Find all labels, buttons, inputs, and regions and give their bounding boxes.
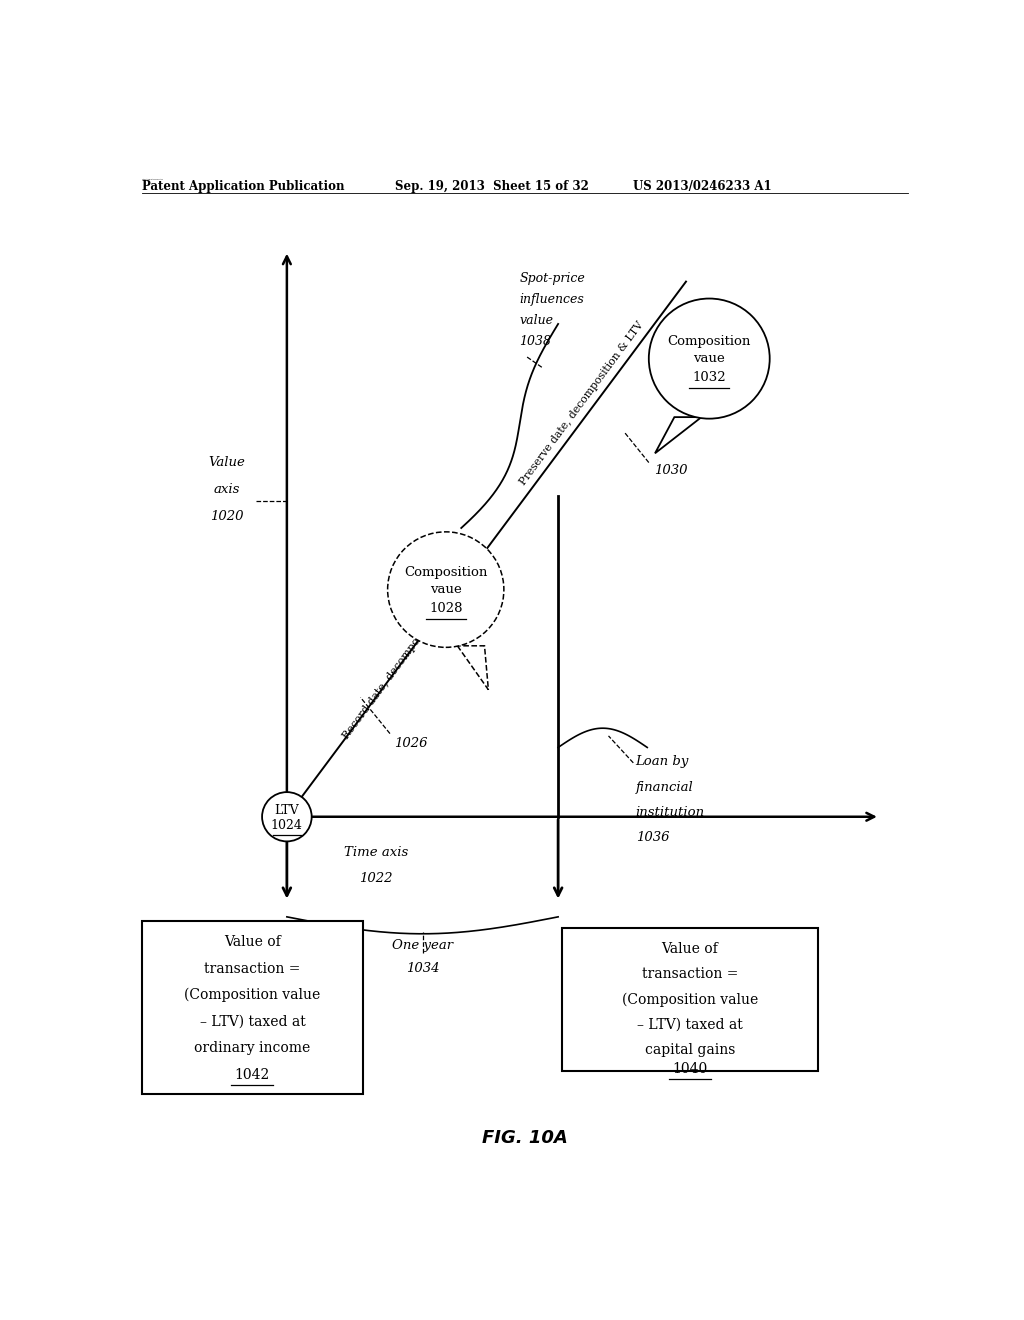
Polygon shape [458, 645, 488, 689]
Text: institution: institution [636, 807, 705, 818]
Circle shape [262, 792, 311, 841]
Text: Spot-price: Spot-price [519, 272, 585, 285]
Text: value: value [519, 314, 553, 327]
Text: 1026: 1026 [394, 737, 428, 750]
Text: transaction =: transaction = [204, 962, 301, 975]
Text: Value of: Value of [662, 942, 718, 956]
Text: financial: financial [636, 780, 693, 793]
Text: 1028: 1028 [429, 602, 463, 615]
Text: 1036: 1036 [636, 832, 669, 845]
Text: US 2013/0246233 A1: US 2013/0246233 A1 [633, 180, 772, 193]
Text: Patent Application Publication: Patent Application Publication [142, 180, 344, 193]
Text: capital gains: capital gains [645, 1043, 735, 1057]
FancyBboxPatch shape [142, 921, 362, 1094]
Text: vaue: vaue [693, 352, 725, 366]
Text: Sep. 19, 2013  Sheet 15 of 32: Sep. 19, 2013 Sheet 15 of 32 [395, 180, 589, 193]
Text: Composition: Composition [668, 335, 751, 348]
Text: 1034: 1034 [406, 962, 439, 975]
Text: LTV: LTV [274, 804, 299, 817]
Text: Time axis: Time axis [344, 846, 409, 859]
Text: 1038: 1038 [519, 335, 551, 348]
Text: (Composition value: (Composition value [622, 993, 758, 1007]
Text: Preserve date, decomposition & LTV: Preserve date, decomposition & LTV [518, 319, 646, 487]
Text: 1022: 1022 [359, 871, 393, 884]
Text: influences: influences [519, 293, 584, 306]
Text: 1024: 1024 [271, 820, 303, 833]
Text: 1032: 1032 [692, 371, 726, 384]
Circle shape [388, 532, 504, 647]
Text: 1042: 1042 [234, 1068, 270, 1081]
Text: vaue: vaue [430, 583, 462, 597]
Text: Loan by: Loan by [636, 755, 689, 768]
Text: ordinary income: ordinary income [195, 1041, 310, 1055]
Text: – LTV) taxed at: – LTV) taxed at [637, 1018, 742, 1032]
Polygon shape [655, 417, 701, 453]
Text: One year: One year [392, 939, 453, 952]
Text: Value of: Value of [224, 936, 281, 949]
Text: 1040: 1040 [672, 1061, 708, 1076]
Text: – LTV) taxed at: – LTV) taxed at [200, 1015, 305, 1028]
Circle shape [649, 298, 770, 418]
FancyBboxPatch shape [562, 928, 818, 1071]
Text: 1020: 1020 [211, 510, 244, 523]
Text: (Composition value: (Composition value [184, 989, 321, 1002]
Text: 1030: 1030 [653, 463, 687, 477]
Text: transaction =: transaction = [642, 968, 738, 981]
Text: Value: Value [209, 455, 246, 469]
Text: Record date, decomposition & LTV: Record date, decomposition & LTV [340, 581, 463, 741]
Text: FIG. 10A: FIG. 10A [482, 1129, 567, 1147]
Text: axis: axis [214, 483, 241, 496]
Text: Composition: Composition [404, 566, 487, 579]
